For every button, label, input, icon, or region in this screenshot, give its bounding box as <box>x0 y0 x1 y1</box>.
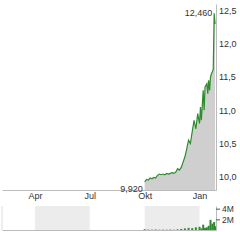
tick-label: 11,0 <box>219 106 236 116</box>
volume-bar <box>213 222 215 230</box>
price-x-axis: AprJulOktJan <box>3 190 217 201</box>
volume-bar <box>169 229 171 230</box>
volume-bar <box>180 229 182 230</box>
volume-bar <box>206 227 208 230</box>
band <box>35 206 90 230</box>
volume-plot <box>144 220 216 230</box>
volume-bar <box>199 227 201 230</box>
volume-x-axis <box>3 230 217 231</box>
volume-bar <box>214 226 216 230</box>
tick: 11,5 <box>216 72 236 82</box>
tick-mark <box>216 209 220 210</box>
tick-label: Jan <box>193 191 208 201</box>
band <box>145 206 200 230</box>
volume-bands <box>35 206 200 230</box>
tick: 12,5 <box>216 6 237 16</box>
tick: 10,0 <box>216 172 237 182</box>
volume-bar <box>144 229 146 230</box>
tick: 12,0 <box>216 39 237 49</box>
price-area <box>145 13 215 190</box>
volume-y-axis: 2M4M <box>216 204 234 231</box>
tick-label: Jul <box>85 191 97 201</box>
tick-label: 2M <box>222 215 234 225</box>
volume-bar <box>202 225 204 230</box>
volume-bar <box>173 229 175 230</box>
tick-label: 4M <box>222 204 234 214</box>
tick: 2M <box>216 215 234 225</box>
axis-line <box>3 230 217 231</box>
axis-line <box>216 207 217 231</box>
volume-bar <box>200 228 202 230</box>
volume-bar <box>188 228 190 230</box>
tick: Apr <box>28 190 42 201</box>
tick: Jan <box>193 190 208 201</box>
annotation: 12,460 <box>185 8 213 18</box>
volume-bar <box>166 229 168 230</box>
tick-label: 12,5 <box>219 6 237 16</box>
volume-bar <box>151 229 153 230</box>
price-plot <box>145 13 215 190</box>
chart: 10,010,511,011,512,012,5AprJulOktJan12,4… <box>0 0 240 232</box>
volume-bar <box>162 229 164 230</box>
volume-bar <box>177 229 179 230</box>
tick: 4M <box>216 204 234 214</box>
volume-bar <box>204 228 206 230</box>
tick: Jul <box>85 190 97 201</box>
tick: 10,5 <box>216 139 237 149</box>
tick-label: Apr <box>28 191 42 201</box>
tick-label: 12,0 <box>219 39 237 49</box>
volume-bar <box>155 229 157 230</box>
tick: 11,0 <box>216 106 236 116</box>
volume-bar <box>195 227 197 230</box>
volume-bar <box>211 224 213 230</box>
price-y-axis: 10,0 10,5 11,0 11,5 12,0 12,5 <box>216 5 237 191</box>
volume-bar <box>147 229 149 230</box>
volume-bar <box>210 220 212 230</box>
volume-bar <box>158 229 160 230</box>
tick-mark <box>216 219 220 220</box>
annotation: 9,920 <box>120 184 143 194</box>
volume-bar <box>191 228 193 230</box>
frame-line <box>2 206 3 230</box>
tick-label: 11,5 <box>219 72 236 82</box>
tick-label: 10,5 <box>219 139 237 149</box>
tick-label: 10,0 <box>219 172 237 182</box>
volume-bar <box>184 228 186 230</box>
axis-line <box>216 5 217 191</box>
price-line <box>145 13 215 182</box>
volume-bar <box>208 226 210 230</box>
